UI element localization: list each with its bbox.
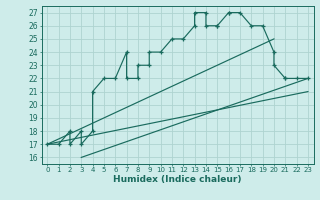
X-axis label: Humidex (Indice chaleur): Humidex (Indice chaleur)	[113, 175, 242, 184]
